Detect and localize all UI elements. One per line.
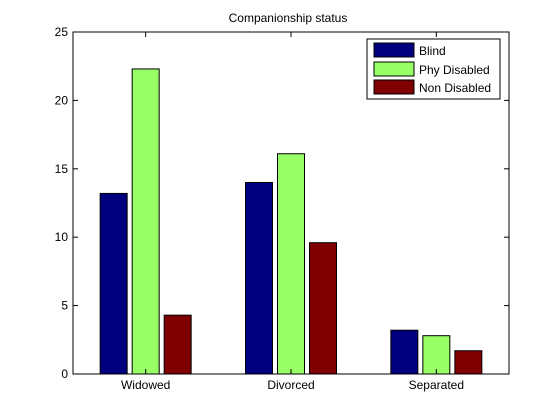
y-tick-label: 10 [55, 230, 69, 244]
y-tick-label: 15 [55, 162, 69, 176]
y-tick-label: 0 [61, 367, 68, 381]
legend-label-non-disabled: Non Disabled [419, 81, 491, 95]
legend-swatch-blind [374, 43, 414, 57]
bar-non-disabled-separated [455, 351, 482, 374]
legend: Blind Phy Disabled Non Disabled [367, 39, 500, 99]
x-tick-label-separated: Separated [409, 378, 464, 392]
bar-phy-disabled-separated [423, 336, 450, 374]
chart-title: Companionship status [229, 11, 348, 25]
bar-blind-divorced [246, 182, 273, 374]
y-tick-label: 5 [61, 299, 68, 313]
bar-blind-separated [391, 330, 418, 374]
x-tick-label-divorced: Divorced [267, 378, 314, 392]
legend-label-phy-disabled: Phy Disabled [419, 63, 490, 77]
bar-phy-disabled-divorced [278, 154, 305, 374]
y-tick-label: 25 [55, 25, 69, 39]
legend-swatch-non-disabled [374, 80, 414, 94]
bar-non-disabled-widowed [164, 315, 191, 374]
legend-swatch-phy-disabled [374, 62, 414, 76]
bar-phy-disabled-widowed [132, 69, 159, 374]
x-tick-label-widowed: Widowed [121, 378, 170, 392]
bar-non-disabled-divorced [310, 243, 337, 374]
bar-blind-widowed [100, 193, 127, 374]
y-tick-label: 20 [55, 93, 69, 107]
legend-label-blind: Blind [419, 44, 446, 58]
